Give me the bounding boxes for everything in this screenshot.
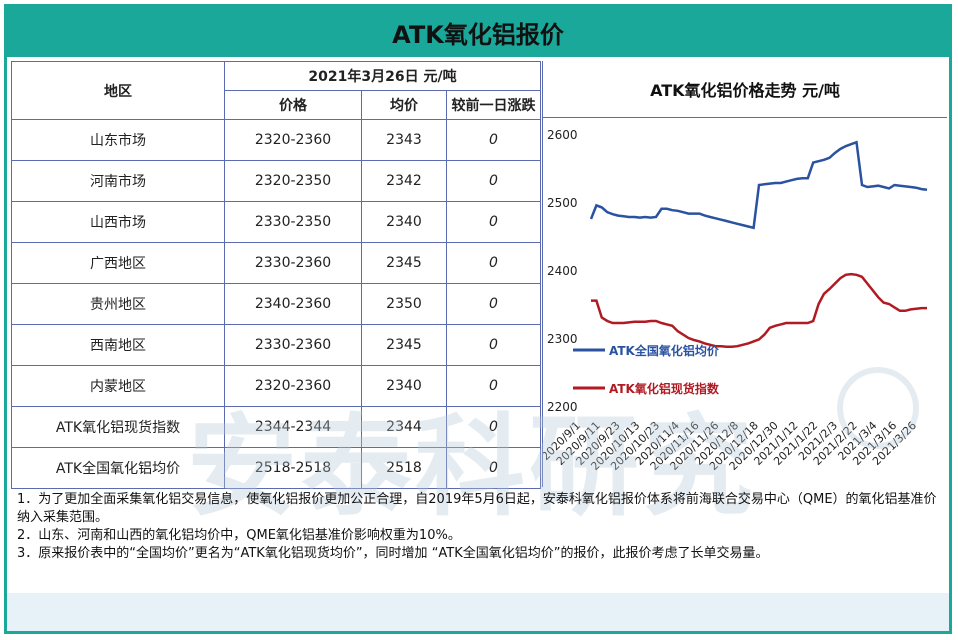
copyright-mark (837, 367, 919, 449)
notes: 1．为了更加全面采集氧化铝交易信息，使氧化铝报价更加公正合理，自2019年5月6… (11, 491, 947, 563)
avg-cell: 2344 (361, 406, 447, 448)
price-col-header: 价格 (224, 90, 362, 120)
price-cell: 2320-2350 (224, 160, 362, 202)
y-tick-label: 2500 (547, 196, 578, 210)
price-cell: 2340-2360 (224, 283, 362, 325)
avg-col-header: 均价 (361, 90, 447, 120)
region-cell: ATK氧化铝现货指数 (11, 406, 225, 448)
region-cell: ATK全国氧化铝均价 (11, 447, 225, 489)
avg-cell: 2340 (361, 365, 447, 407)
region-cell: 西南地区 (11, 324, 225, 366)
chart-title: ATK氧化铝价格走势 元/吨 (543, 61, 947, 118)
legend-label-1: ATK全国氧化铝均价 (609, 343, 720, 358)
avg-cell: 2518 (361, 447, 447, 489)
series-line-2 (591, 272, 927, 349)
table-row: 河南市场 2320-2350 2342 0 (11, 160, 541, 202)
change-cell: 0 (446, 324, 541, 366)
table-row: 贵州地区 2340-2360 2350 0 (11, 283, 541, 325)
series-line-1 (589, 140, 928, 230)
y-tick-label: 2300 (547, 332, 578, 346)
table-row: 内蒙地区 2320-2360 2340 0 (11, 365, 541, 407)
region-header: 地区 (11, 61, 225, 120)
table-row: 山西市场 2330-2350 2340 0 (11, 201, 541, 243)
change-cell: 0 (446, 160, 541, 202)
change-cell: 0 (446, 119, 541, 161)
region-cell: 山西市场 (11, 201, 225, 243)
table-row: 山东市场 2320-2360 2343 0 (11, 119, 541, 161)
note-2: 2．山东、河南和山西的氧化铝均价中，QME氧化铝基准价影响权重为10%。 (17, 528, 461, 543)
price-cell: 2320-2360 (224, 119, 362, 161)
page-title: ATK氧化铝报价 (7, 7, 949, 57)
change-cell: 0 (446, 406, 541, 448)
avg-cell: 2342 (361, 160, 447, 202)
change-cell: 0 (446, 283, 541, 325)
note-3: 3．原来报价表中的“全国均价”更名为“ATK氧化铝现货均价”，同时增加 “ATK… (17, 546, 769, 561)
change-cell: 0 (446, 365, 541, 407)
region-cell: 河南市场 (11, 160, 225, 202)
table-row: 西南地区 2330-2360 2345 0 (11, 324, 541, 366)
y-tick-label: 2400 (547, 264, 578, 278)
price-table: 地区 2021年3月26日 元/吨 价格 均价 较前一日涨跌 山东市场 2320-… (11, 61, 541, 489)
region-cell: 内蒙地区 (11, 365, 225, 407)
avg-cell: 2343 (361, 119, 447, 161)
report-frame: ATK氧化铝报价 地区 2021年3月26日 元/吨 价格 均价 较前一日涨跌 … (4, 4, 952, 634)
table-row: ATK全国氧化铝均价 2518-2518 2518 0 (11, 447, 541, 489)
note-1: 1．为了更加全面采集氧化铝交易信息，使氧化铝报价更加公正合理，自2019年5月6… (17, 492, 937, 525)
region-cell: 山东市场 (11, 119, 225, 161)
change-cell: 0 (446, 242, 541, 284)
price-cell: 2344-2344 (224, 406, 362, 448)
avg-cell: 2345 (361, 324, 447, 366)
price-cell: 2330-2360 (224, 242, 362, 284)
region-cell: 广西地区 (11, 242, 225, 284)
avg-cell: 2350 (361, 283, 447, 325)
price-cell: 2320-2360 (224, 365, 362, 407)
y-tick-label: 2200 (547, 400, 578, 414)
price-cell: 2518-2518 (224, 447, 362, 489)
avg-cell: 2340 (361, 201, 447, 243)
avg-cell: 2345 (361, 242, 447, 284)
region-cell: 贵州地区 (11, 283, 225, 325)
legend-label-2: ATK氧化铝现货指数 (609, 381, 720, 396)
change-cell: 0 (446, 201, 541, 243)
change-col-header: 较前一日涨跌 (446, 90, 541, 120)
date-header: 2021年3月26日 元/吨 (224, 61, 541, 91)
y-tick-label: 2600 (547, 128, 578, 142)
table-row: 广西地区 2330-2360 2345 0 (11, 242, 541, 284)
table-row: ATK氧化铝现货指数 2344-2344 2344 0 (11, 406, 541, 448)
price-cell: 2330-2350 (224, 201, 362, 243)
price-cell: 2330-2360 (224, 324, 362, 366)
change-cell: 0 (446, 447, 541, 489)
footer-band (7, 593, 949, 631)
